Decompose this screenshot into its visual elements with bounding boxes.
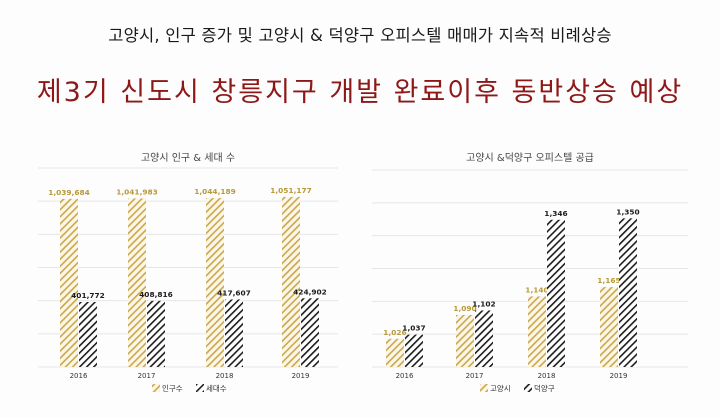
- chart1-data-label: 1,051,177: [270, 186, 312, 195]
- chart1-bar-세대수-2016: [79, 301, 97, 367]
- chart1-bar-인구수-2016: [60, 198, 78, 367]
- headline: 고양시, 인구 증가 및 고양시 & 덕양구 오피스텔 매매가 지속적 비례상승: [108, 26, 612, 45]
- chart2-bar-고양시-2018: [528, 296, 546, 367]
- chart2-legend-swatch-고양시: [480, 384, 488, 392]
- chart1-title: 고양시 인구 & 세대 수: [141, 152, 235, 164]
- chart1-data-label: 417,607: [217, 288, 251, 297]
- chart1-bar-인구수-2017: [128, 198, 146, 367]
- chart2-bar-덕양구-2017: [475, 310, 493, 367]
- chart2-data-label: 1,026: [383, 328, 406, 337]
- chart2-tick-label: 2018: [538, 372, 556, 380]
- chart1-data-label: 424,902: [293, 287, 327, 296]
- chart2-tick-label: 2019: [610, 372, 628, 380]
- chart2-data-label: 1,140: [525, 285, 548, 294]
- chart2-legend-label: 고양시: [490, 384, 511, 393]
- chart2-data-label: 1,346: [544, 209, 567, 218]
- chart1-bar-세대수-2019: [301, 298, 319, 367]
- chart1-data-label: 1,039,684: [48, 188, 90, 197]
- chart2-bar-고양시-2017: [456, 314, 474, 367]
- chart1-data-label: 1,041,983: [116, 187, 158, 196]
- chart2-bar-덕양구-2019: [619, 218, 637, 367]
- chart1-legend-label: 인구수: [162, 383, 183, 393]
- chart2-bar-고양시-2019: [600, 287, 618, 367]
- chart2-bar-고양시-2016: [386, 338, 404, 367]
- chart2-legend-swatch-덕양구: [524, 384, 532, 392]
- chart2-data-label: 1,102: [472, 300, 495, 309]
- chart2-data-label: 1,037: [402, 324, 425, 333]
- chart2-legend-label: 덕양구: [534, 383, 555, 393]
- chart1-bar-세대수-2017: [147, 300, 165, 367]
- chart1-bar-인구수-2018: [206, 198, 224, 367]
- chart2-bar-덕양구-2016: [405, 334, 423, 367]
- chart1-tick-label: 2017: [138, 372, 156, 380]
- chart1-legend-swatch-인구수: [152, 384, 160, 392]
- chart2-title: 고양시 &덕양구 오피스텔 공급: [466, 152, 594, 164]
- chart1-bar-세대수-2018: [225, 299, 243, 367]
- chart2-data-label: 1,350: [616, 207, 639, 216]
- chart2-bar-덕양구-2018: [547, 219, 565, 367]
- chart1-bar-인구수-2019: [282, 196, 300, 367]
- chart1-tick-label: 2019: [292, 372, 310, 380]
- chart2-tick-label: 2016: [396, 372, 414, 380]
- chart1-legend-swatch-세대수: [196, 384, 204, 392]
- chart2-data-label: 1,090: [453, 304, 476, 313]
- chart1-tick-label: 2018: [216, 372, 234, 380]
- chart1-tick-label: 2016: [70, 372, 88, 380]
- subhead: 제3기 신도시 창릉지구 개발 완료이후 동반상승 예상: [36, 77, 684, 108]
- chart1-data-label: 401,772: [71, 291, 105, 300]
- chart2-tick-label: 2017: [466, 372, 484, 380]
- chart1-data-label: 408,816: [139, 290, 173, 299]
- chart1-legend-label: 세대수: [206, 384, 227, 393]
- chart2-data-label: 1,165: [597, 276, 620, 285]
- chart1-data-label: 1,044,189: [194, 187, 236, 196]
